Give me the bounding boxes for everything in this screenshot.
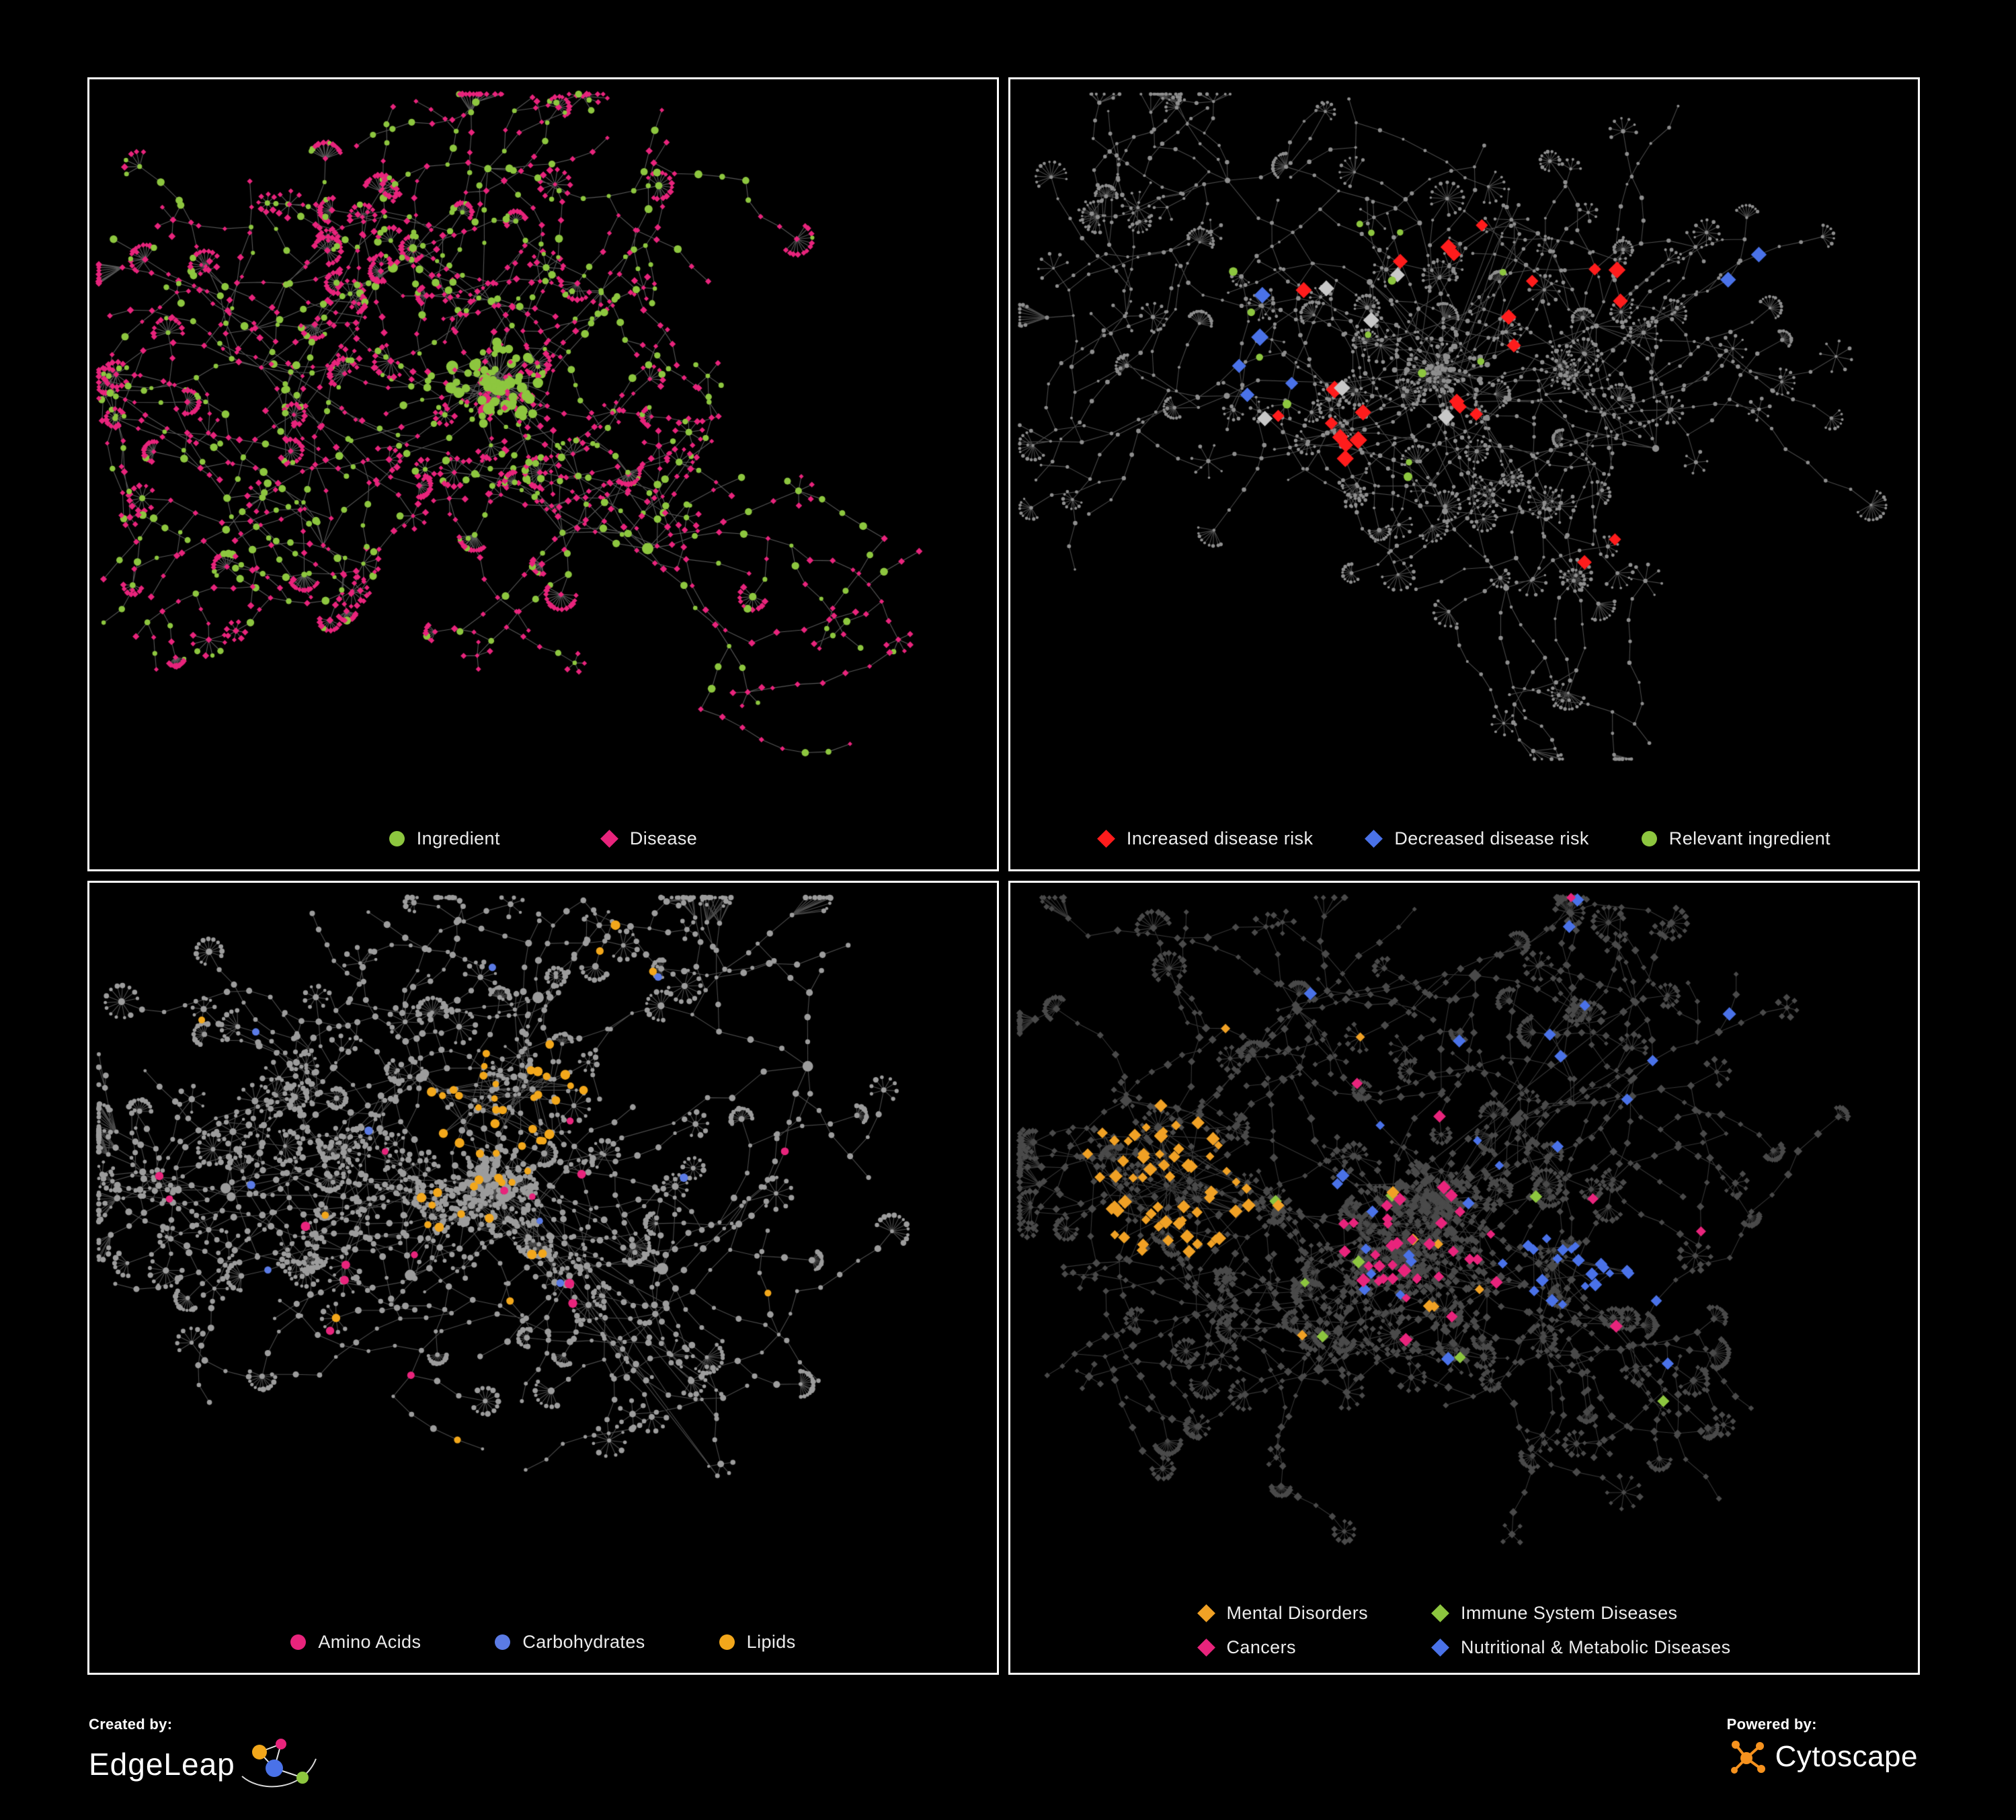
network-canvas-ingredient-disease: [89, 79, 997, 869]
legend-label-relevant-ingredient: Relevant ingredient: [1668, 828, 1831, 848]
legend-item-decreased-risk: Decreased disease risk: [1365, 828, 1588, 849]
disease-node-icon: [600, 830, 618, 848]
ingredient-node-icon: [389, 831, 405, 846]
cytoscape-wordmark: Cytoscape: [1775, 1740, 1918, 1773]
legend-label-carbohydrates: Carbohydrates: [522, 1632, 645, 1652]
legend-label-nutritional-metabolic-diseases: Nutritional & Metabolic Diseases: [1461, 1637, 1731, 1657]
cancers-node-icon: [1197, 1638, 1215, 1657]
legend-label-mental-disorders: Mental Disorders: [1226, 1603, 1368, 1623]
legend-label-lipids: Lipids: [746, 1632, 796, 1652]
edgeleap-wordmark: EdgeLeap: [89, 1747, 235, 1782]
lipids-node-icon: [719, 1634, 735, 1650]
cytoscape-icon: [1730, 1741, 1765, 1774]
legend-item-nutritional-metabolic-diseases: Nutritional & Metabolic Diseases: [1431, 1637, 1731, 1658]
legend-label-increased-risk: Increased disease risk: [1126, 828, 1314, 848]
legend-label-disease: Disease: [629, 828, 698, 848]
relevant-ingredient-node-icon: [1641, 831, 1657, 846]
created-by-caption: Created by:: [89, 1716, 173, 1733]
increased-risk-node-icon: [1096, 830, 1115, 848]
legend-item-ingredient: Ingredient: [389, 828, 500, 849]
legend-item-increased-risk: Increased disease risk: [1096, 828, 1314, 849]
legend-ingredient-disease: Ingredient Disease: [89, 828, 997, 849]
panel-ingredient-disease: Ingredient Disease: [87, 77, 999, 871]
legend-item-lipids: Lipids: [719, 1632, 796, 1653]
legend-label-cancers: Cancers: [1226, 1637, 1296, 1657]
powered-by-caption: Powered by:: [1726, 1716, 1817, 1733]
legend-item-immune-system-diseases: Immune System Diseases: [1431, 1603, 1730, 1624]
legend-label-immune-system-diseases: Immune System Diseases: [1461, 1603, 1678, 1623]
immune-system-diseases-node-icon: [1431, 1604, 1449, 1622]
powered-by-block: Powered by: Cytoscape: [1727, 1716, 1918, 1776]
legend-label-amino-acids: Amino Acids: [318, 1632, 421, 1652]
mental-disorders-node-icon: [1197, 1604, 1215, 1622]
legend-item-carbohydrates: Carbohydrates: [495, 1632, 645, 1653]
created-by-block: Created by: EdgeLeap: [89, 1716, 320, 1792]
legend-item-amino-acids: Amino Acids: [290, 1632, 421, 1653]
network-canvas-nutrient-classes: [89, 883, 997, 1673]
legend-item-disease: Disease: [600, 828, 698, 849]
panel-nutrient-classes: Amino Acids Carbohydrates Lipids: [87, 881, 999, 1675]
panel-disease-risk: Increased disease risk Decreased disease…: [1008, 77, 1920, 871]
amino-acids-node-icon: [290, 1634, 307, 1650]
network-canvas-disease-classes: [1010, 883, 1918, 1673]
legend-disease-classes: Mental Disorders Immune System Diseases …: [1010, 1603, 1918, 1658]
edgeleap-molecule-icon: [241, 1739, 317, 1788]
nutritional-metabolic-diseases-node-icon: [1431, 1638, 1449, 1657]
legend-item-relevant-ingredient: Relevant ingredient: [1641, 828, 1831, 849]
legend-disease-risk: Increased disease risk Decreased disease…: [1010, 828, 1918, 849]
legend-nutrient-classes: Amino Acids Carbohydrates Lipids: [89, 1632, 997, 1653]
legend-item-mental-disorders: Mental Disorders: [1197, 1603, 1368, 1624]
figure-grid: Ingredient Disease Increased disease ris…: [87, 77, 1920, 1675]
legend-label-decreased-risk: Decreased disease risk: [1394, 828, 1589, 848]
legend-label-ingredient: Ingredient: [416, 828, 500, 848]
edgeleap-logo: EdgeLeap: [89, 1736, 320, 1792]
carbohydrates-node-icon: [495, 1634, 511, 1650]
decreased-risk-node-icon: [1365, 830, 1383, 848]
legend-item-cancers: Cancers: [1197, 1637, 1368, 1658]
cytoscape-logo: Cytoscape: [1727, 1737, 1918, 1776]
network-canvas-disease-risk: [1010, 79, 1918, 869]
panel-disease-classes: Mental Disorders Immune System Diseases …: [1008, 881, 1920, 1675]
